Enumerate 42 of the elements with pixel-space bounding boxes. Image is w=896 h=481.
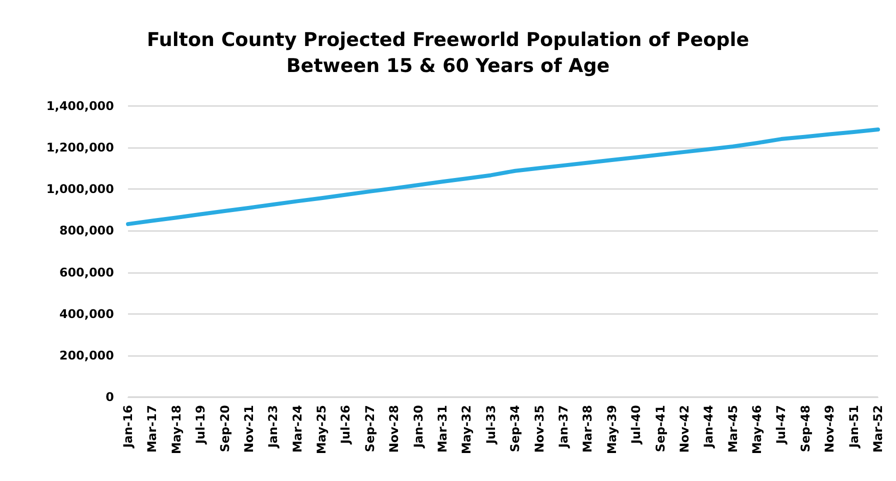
x-tick-label: Jan-30 [411, 405, 426, 449]
x-tick-label: Jan-51 [846, 405, 861, 449]
y-tick-label: 1,000,000 [46, 182, 114, 196]
x-tick-label: May-39 [604, 405, 619, 454]
x-tick-label: Nov-21 [242, 405, 256, 453]
x-tick-label: Sep-20 [218, 405, 232, 452]
x-tick-label: May-46 [750, 405, 764, 454]
x-tick-label: Jan-44 [702, 405, 716, 449]
x-tick-label: Mar-52 [871, 405, 885, 453]
y-tick-label: 800,000 [59, 224, 114, 238]
y-tick-label: 0 [106, 390, 114, 404]
y-tick-label: 400,000 [59, 306, 114, 321]
x-tick-label: Jan-16 [121, 405, 135, 449]
x-tick-label: Sep-48 [798, 405, 812, 452]
line-series [126, 127, 880, 226]
y-tick-label: 1,400,000 [46, 99, 114, 113]
x-tick-label: Jan-23 [266, 405, 280, 449]
x-tick-label: Jul-47 [774, 405, 788, 445]
x-tick-label: Mar-31 [436, 405, 450, 453]
x-tick-label: Mar-17 [145, 405, 160, 453]
x-tick-label: Nov-35 [532, 405, 546, 453]
x-tick-label: Sep-27 [362, 405, 377, 452]
x-tick-label: Jul-40 [629, 405, 644, 445]
x-tick-label: Nov-28 [387, 405, 402, 453]
x-tick-label: Nov-49 [822, 405, 837, 453]
x-tick-label: Mar-45 [726, 405, 740, 453]
x-tick-label: Nov-42 [677, 405, 692, 453]
x-tick-label: Mar-24 [290, 405, 304, 453]
x-tick-label: Jul-19 [194, 405, 208, 445]
x-tick-label: Jul-33 [484, 405, 498, 445]
y-tick-label: 600,000 [59, 265, 114, 280]
x-tick-label: Jul-26 [338, 405, 353, 445]
y-tick-label: 200,000 [59, 348, 114, 362]
x-tick-label: May-25 [314, 405, 329, 454]
x-tick-label: Sep-41 [653, 405, 668, 452]
x-tick-label: Mar-38 [580, 405, 595, 453]
x-tick-label: Sep-34 [508, 405, 522, 452]
x-tick-label: Jan-37 [556, 405, 570, 449]
chart-title: Fulton County Projected Freeworld Population of People Between 15 & 60 Years of Age [146, 29, 750, 77]
x-tick-label: May-18 [169, 405, 184, 454]
x-tick-label: May-32 [460, 405, 474, 454]
y-tick-label: 1,200,000 [46, 140, 114, 155]
